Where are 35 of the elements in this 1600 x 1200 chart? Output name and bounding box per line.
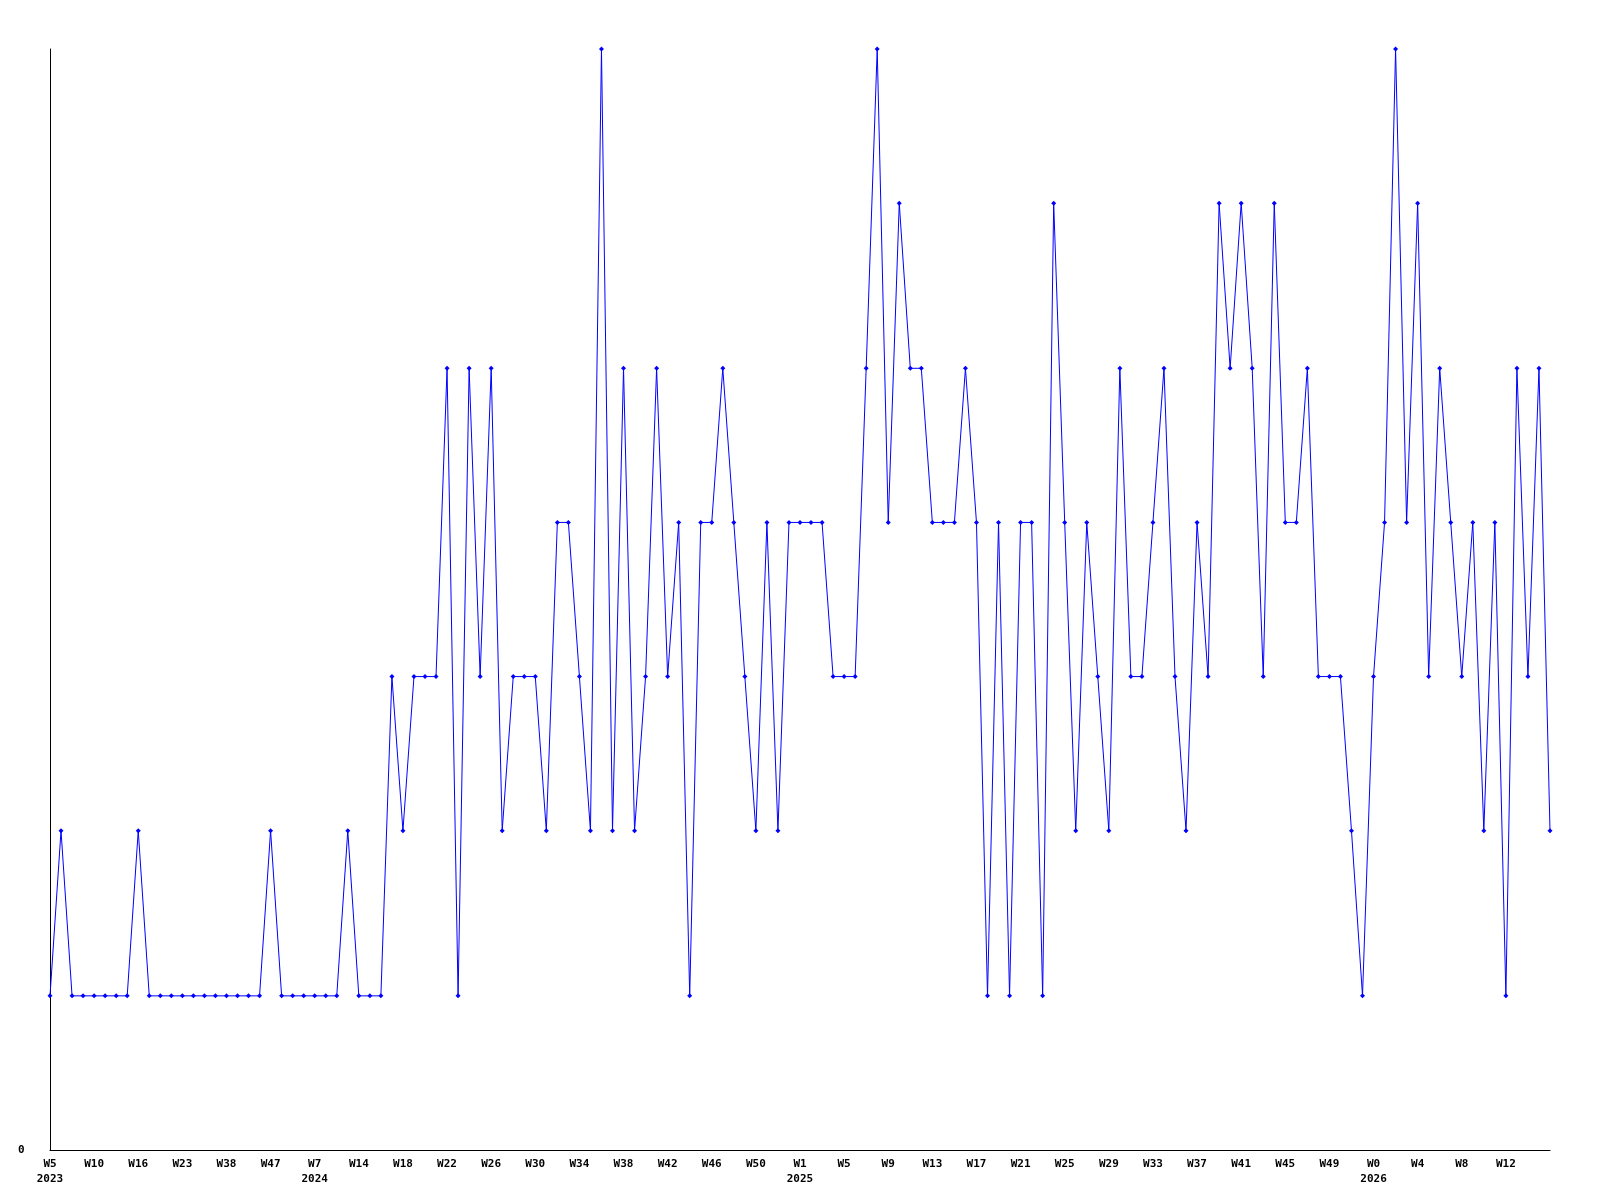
x-tick-label: W38	[216, 1157, 237, 1170]
x-tick-label: W12	[1495, 1157, 1516, 1170]
x-tick-label: W29	[1098, 1157, 1119, 1170]
x-tick-label: W9	[881, 1157, 895, 1170]
x-tick-label: W23	[172, 1157, 193, 1170]
x-tick-label: W14	[348, 1157, 370, 1170]
x-tick-label: W26	[481, 1157, 502, 1170]
x-tick-label: W25	[1054, 1157, 1075, 1170]
x-tick-label: W42	[657, 1157, 678, 1170]
x-tick-label: W45	[1275, 1157, 1296, 1170]
x-tick-label: W30	[525, 1157, 546, 1170]
x-tick-label: W47	[260, 1157, 281, 1170]
x-tick-label: W49	[1319, 1157, 1340, 1170]
x-tick-label: W5 2023	[36, 1157, 64, 1185]
x-tick-label: W10	[84, 1157, 105, 1170]
x-tick-label: W16	[128, 1157, 149, 1170]
x-tick-label: W17	[966, 1157, 987, 1170]
x-tick-label: W4	[1411, 1157, 1425, 1170]
x-tick-label: W37	[1187, 1157, 1207, 1170]
x-tick-label: W0 2026	[1360, 1157, 1388, 1185]
text: 0	[18, 1143, 25, 1156]
x-tick-label: W38	[613, 1157, 634, 1170]
x-tick-label: W21	[1010, 1157, 1031, 1170]
x-tick-label: W46	[701, 1157, 723, 1170]
x-tick-label: W41	[1231, 1157, 1252, 1170]
x-tick-label: W34	[569, 1157, 590, 1170]
x-tick-label: W18	[393, 1157, 413, 1170]
x-tick-label: W50	[745, 1157, 766, 1170]
x-tick-label: W22	[437, 1157, 457, 1170]
x-tick-label: W8	[1455, 1157, 1469, 1170]
x-tick-label: W1 2025	[786, 1157, 814, 1185]
x-tick-label: W7 2024	[301, 1157, 329, 1185]
x-tick-label: W13	[922, 1157, 943, 1170]
x-tick-label: W33	[1143, 1157, 1163, 1170]
x-tick-label: W5	[837, 1157, 851, 1170]
